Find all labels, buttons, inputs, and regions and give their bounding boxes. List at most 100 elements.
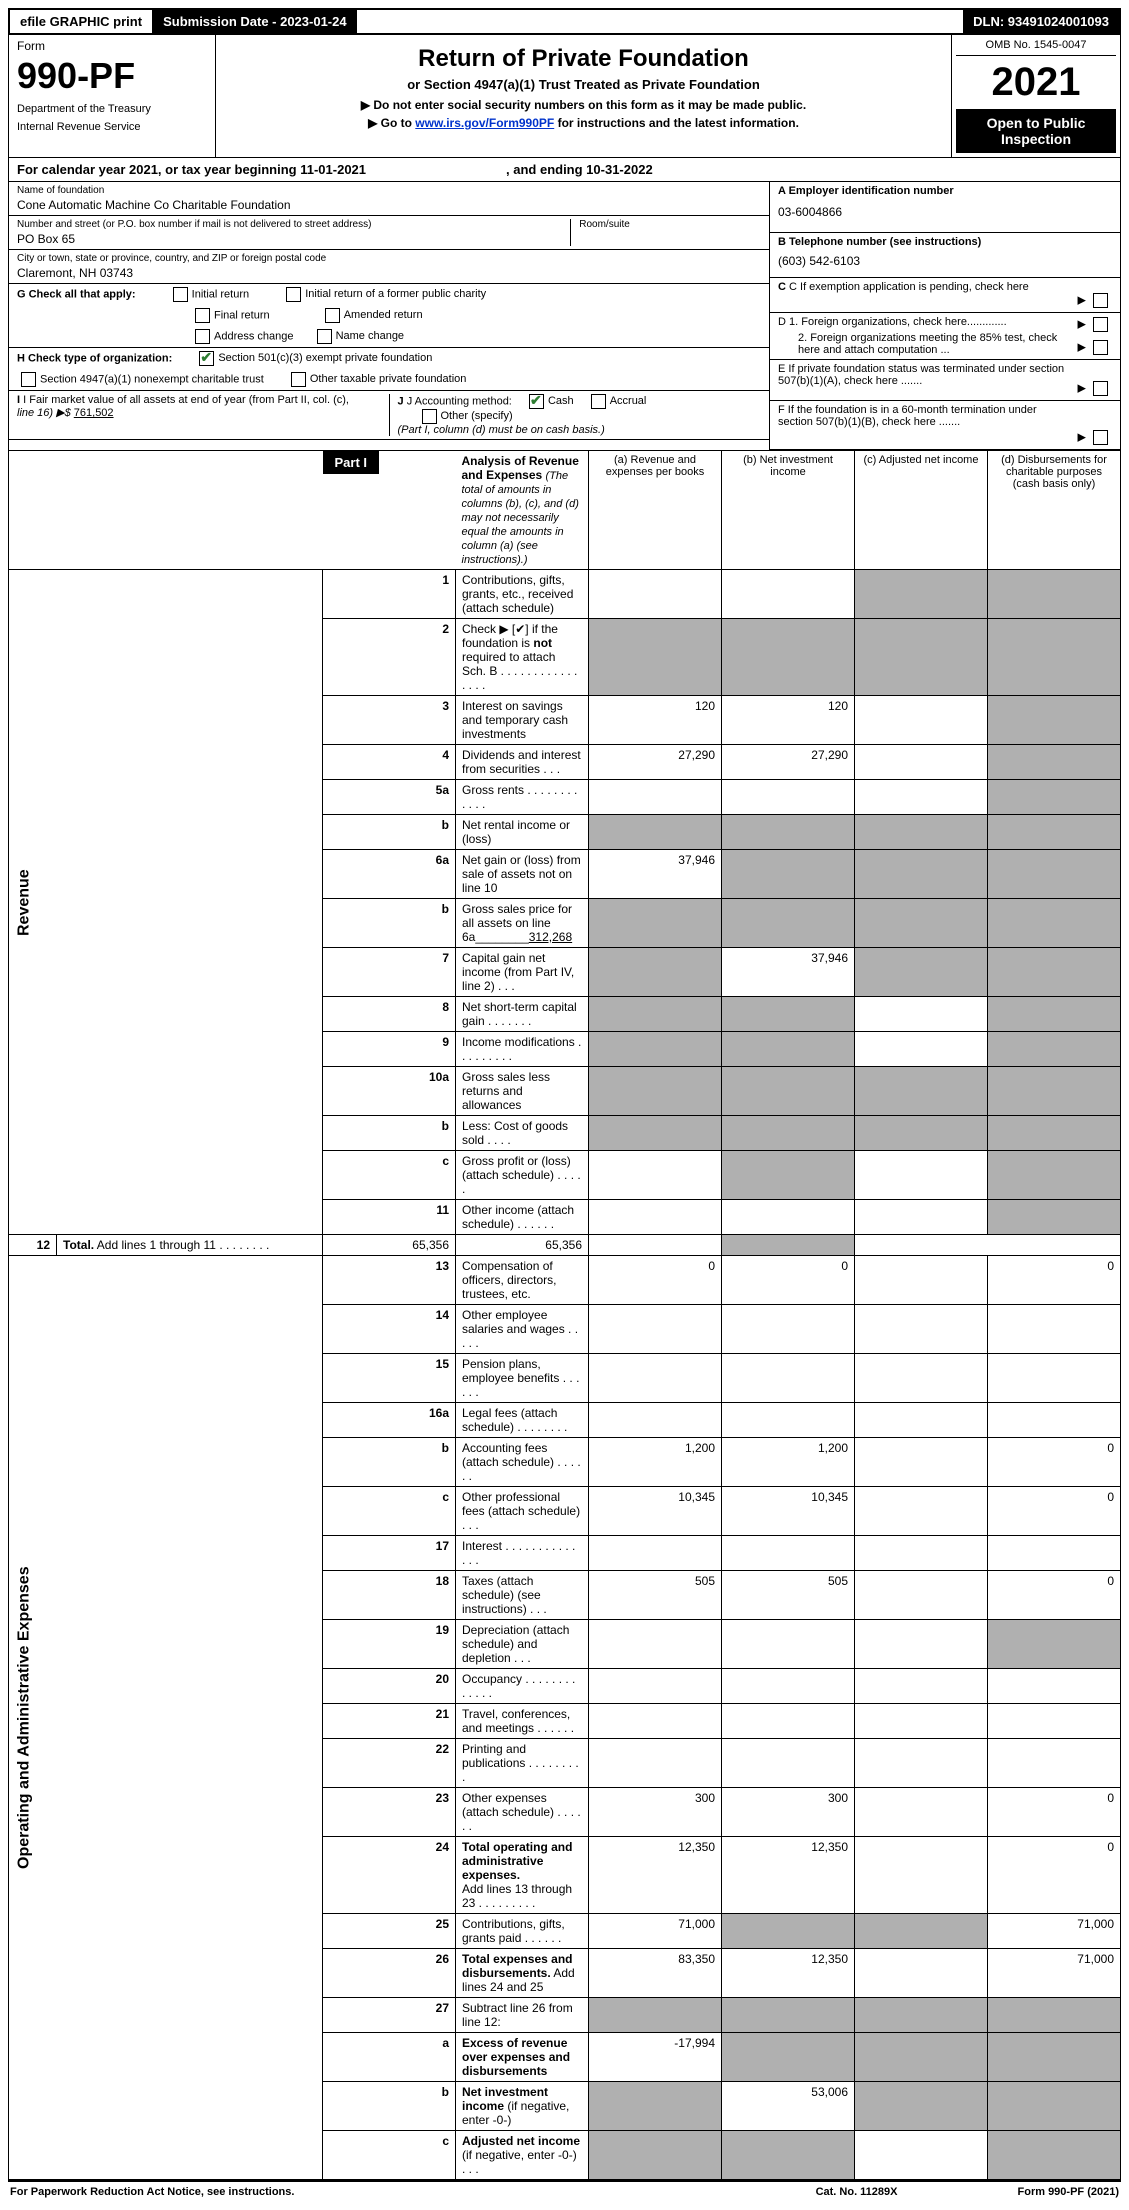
row-desc: Interest on savings and temporary cash i… bbox=[456, 696, 589, 745]
row-desc: Interest . . . . . . . . . . . . . . bbox=[456, 1536, 589, 1571]
ssn-warning: ▶ Do not enter social security numbers o… bbox=[226, 98, 941, 112]
amt-c bbox=[855, 745, 988, 780]
row-desc: Less: Cost of goods sold . . . . bbox=[456, 1116, 589, 1151]
amt-b bbox=[722, 1669, 855, 1704]
calyear-begin: For calendar year 2021, or tax year begi… bbox=[17, 162, 366, 177]
chk-initial-former[interactable] bbox=[286, 287, 301, 302]
chk-other-tax[interactable] bbox=[291, 372, 306, 387]
amt-c bbox=[855, 1914, 988, 1949]
row-desc: Net gain or (loss) from sale of assets n… bbox=[456, 850, 589, 899]
amt-d: 71,000 bbox=[988, 1914, 1121, 1949]
row-desc: Gross sales less returns and allowances bbox=[456, 1067, 589, 1116]
row-desc: Printing and publications . . . . . . . … bbox=[456, 1739, 589, 1788]
amt-c bbox=[855, 619, 988, 696]
amt-c bbox=[855, 1837, 988, 1914]
amt-d bbox=[988, 1151, 1121, 1200]
amt-d: 71,000 bbox=[988, 1949, 1121, 1998]
amt-c bbox=[855, 1151, 988, 1200]
amt-d bbox=[988, 948, 1121, 997]
amt-b bbox=[722, 619, 855, 696]
name-cell: Name of foundation Cone Automatic Machin… bbox=[9, 182, 769, 216]
amt-c bbox=[855, 1536, 988, 1571]
chk-4947[interactable] bbox=[21, 372, 36, 387]
ein-cell: A Employer identification number 03-6004… bbox=[770, 182, 1120, 233]
row-desc: Other income (attach schedule) . . . . .… bbox=[456, 1200, 589, 1235]
chk-namechg[interactable] bbox=[317, 329, 332, 344]
form990pf-link[interactable]: www.irs.gov/Form990PF bbox=[415, 116, 554, 130]
expenses-label: Operating and Administrative Expenses bbox=[9, 1256, 323, 2180]
row-num: 9 bbox=[323, 1032, 456, 1067]
amt-c bbox=[855, 1305, 988, 1354]
row-num: 15 bbox=[323, 1354, 456, 1403]
amt-c bbox=[589, 1235, 722, 1256]
cat-no: Cat. No. 11289X bbox=[816, 2186, 898, 2198]
amt-c bbox=[855, 2082, 988, 2131]
chk-terminated[interactable] bbox=[1093, 381, 1108, 396]
chk-501c3[interactable] bbox=[199, 351, 214, 366]
amt-a bbox=[589, 1067, 722, 1116]
amt-c bbox=[855, 2131, 988, 2180]
row-num: b bbox=[323, 899, 456, 948]
row-num: 20 bbox=[323, 1669, 456, 1704]
amt-c bbox=[855, 1949, 988, 1998]
dept-treasury: Department of the Treasury bbox=[17, 103, 207, 115]
amt-a bbox=[589, 948, 722, 997]
chk-other-method[interactable] bbox=[422, 409, 437, 424]
chk-cash[interactable] bbox=[529, 394, 544, 409]
amt-d bbox=[988, 2131, 1121, 2180]
amt-c bbox=[855, 1067, 988, 1116]
row-desc: Gross sales price for all assets on line… bbox=[456, 899, 589, 948]
amt-b bbox=[722, 1305, 855, 1354]
amt-d: 0 bbox=[988, 1571, 1121, 1620]
amt-b bbox=[722, 1067, 855, 1116]
row-num: 19 bbox=[323, 1620, 456, 1669]
amt-b bbox=[722, 570, 855, 619]
chk-exemption-pending[interactable] bbox=[1093, 293, 1108, 308]
row-num: 14 bbox=[323, 1305, 456, 1354]
amt-a bbox=[589, 570, 722, 619]
amt-a: 65,356 bbox=[323, 1235, 456, 1256]
amt-b bbox=[722, 1032, 855, 1067]
chk-85pct[interactable] bbox=[1093, 340, 1108, 355]
amt-a: 27,290 bbox=[589, 745, 722, 780]
header-bar: efile GRAPHIC print Submission Date - 20… bbox=[8, 8, 1121, 35]
row-desc: Taxes (attach schedule) (see instruction… bbox=[456, 1571, 589, 1620]
chk-initial[interactable] bbox=[173, 287, 188, 302]
amt-a: 300 bbox=[589, 1788, 722, 1837]
row-desc: Capital gain net income (from Part IV, l… bbox=[456, 948, 589, 997]
amt-c bbox=[855, 1438, 988, 1487]
chk-final[interactable] bbox=[195, 308, 210, 323]
amt-a bbox=[589, 619, 722, 696]
amt-c bbox=[855, 780, 988, 815]
amt-d bbox=[988, 2082, 1121, 2131]
section-e: E If private foundation status was termi… bbox=[770, 360, 1120, 401]
row-desc: Dividends and interest from securities .… bbox=[456, 745, 589, 780]
amt-a bbox=[589, 1305, 722, 1354]
table-row: Revenue1Contributions, gifts, grants, et… bbox=[9, 570, 1121, 619]
amt-d bbox=[988, 850, 1121, 899]
amt-c bbox=[855, 1200, 988, 1235]
chk-accrual[interactable] bbox=[591, 394, 606, 409]
amt-b bbox=[722, 850, 855, 899]
row-desc: Depreciation (attach schedule) and deple… bbox=[456, 1620, 589, 1669]
chk-address[interactable] bbox=[195, 329, 210, 344]
amt-a bbox=[589, 1998, 722, 2033]
amt-d bbox=[988, 1354, 1121, 1403]
chk-60month[interactable] bbox=[1093, 430, 1108, 445]
efile-print[interactable]: efile GRAPHIC print bbox=[10, 10, 153, 33]
amt-b: 53,006 bbox=[722, 2082, 855, 2131]
goto-link-line: ▶ Go to www.irs.gov/Form990PF for instru… bbox=[226, 116, 941, 130]
chk-foreign[interactable] bbox=[1093, 317, 1108, 332]
amt-c bbox=[855, 1571, 988, 1620]
amt-d bbox=[988, 899, 1121, 948]
amt-b bbox=[722, 1620, 855, 1669]
amt-a bbox=[589, 1032, 722, 1067]
chk-amended[interactable] bbox=[325, 308, 340, 323]
amt-c bbox=[855, 850, 988, 899]
amt-a bbox=[589, 1354, 722, 1403]
amt-c bbox=[855, 570, 988, 619]
title-block: Return of Private Foundation or Section … bbox=[216, 35, 952, 157]
row-num: a bbox=[323, 2033, 456, 2082]
city-cell: City or town, state or province, country… bbox=[9, 250, 769, 284]
row-desc: Contributions, gifts, grants, etc., rece… bbox=[456, 570, 589, 619]
